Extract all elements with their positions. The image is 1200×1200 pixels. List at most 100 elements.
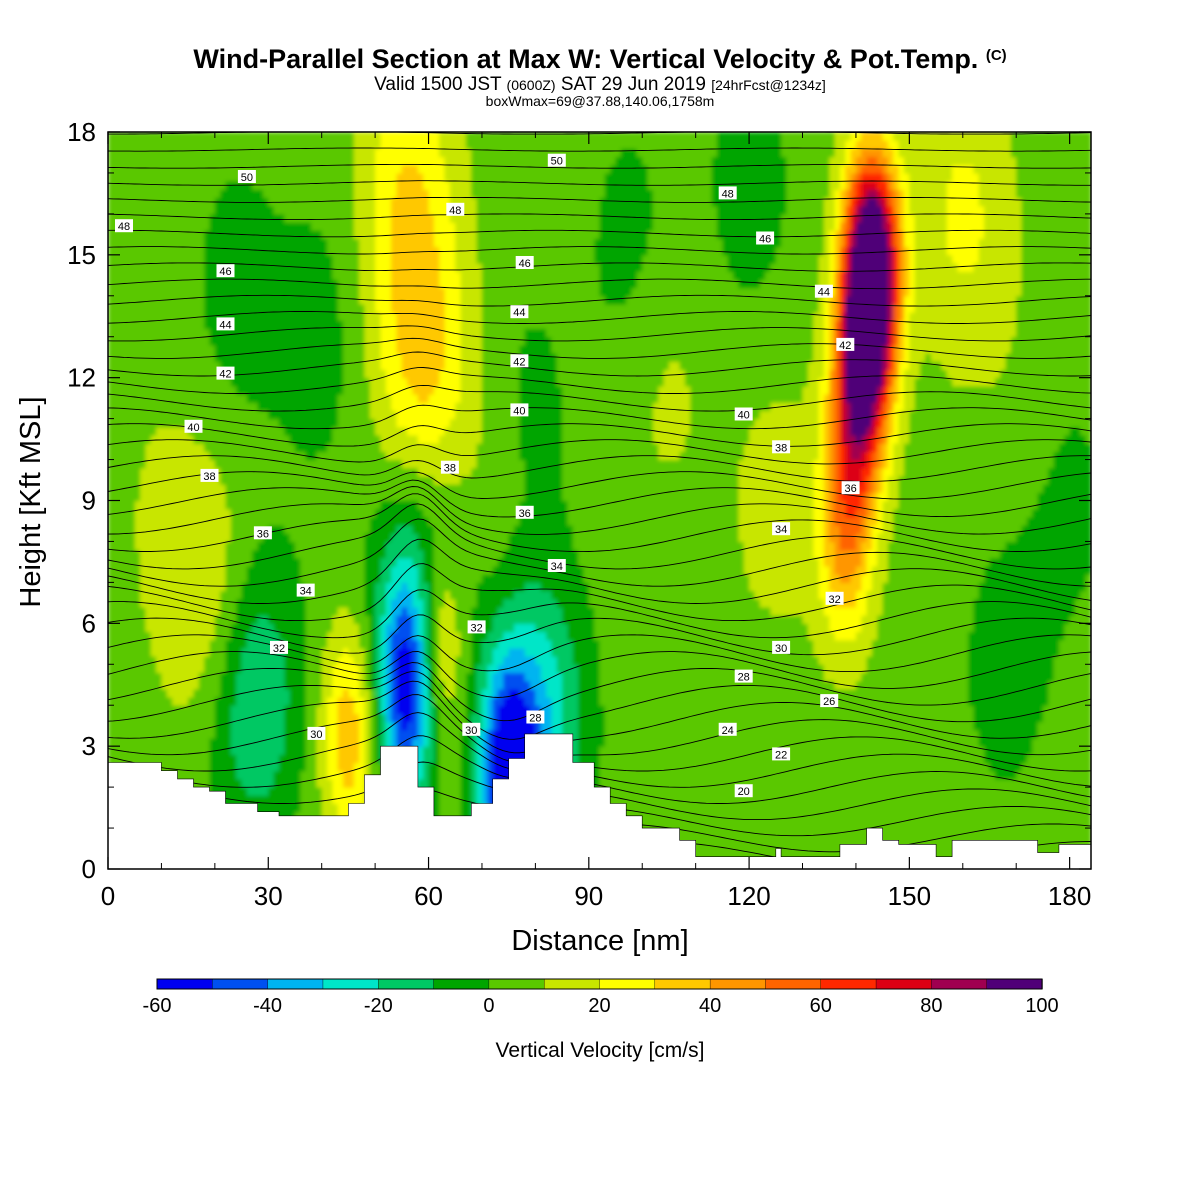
velocity-cell: [268, 672, 275, 682]
velocity-cell: [273, 574, 280, 583]
velocity-cell: [236, 566, 243, 575]
velocity-cell: [343, 459, 350, 469]
velocity-cell: [262, 582, 269, 592]
velocity-cell: [177, 287, 184, 297]
velocity-cell: [209, 320, 216, 330]
velocity-cell: [348, 467, 355, 477]
velocity-cell: [380, 320, 387, 330]
velocity-cell: [177, 762, 184, 772]
velocity-cell: [353, 508, 360, 518]
velocity-cell: [198, 615, 205, 624]
velocity-cell: [311, 410, 317, 420]
velocity-cell: [113, 361, 120, 371]
velocity-cell: [246, 623, 253, 633]
velocity-cell: [391, 713, 398, 723]
velocity-cell: [262, 549, 269, 559]
velocity-cell: [311, 467, 317, 477]
velocity-cell: [113, 238, 120, 248]
velocity-cell: [252, 606, 259, 616]
velocity-cell: [246, 295, 253, 305]
velocity-cell: [209, 410, 216, 420]
velocity-cell: [273, 385, 280, 395]
velocity-cell: [172, 230, 179, 240]
velocity-cell: [172, 312, 179, 321]
velocity-cell: [300, 549, 307, 559]
velocity-cell: [140, 484, 146, 493]
velocity-cell: [182, 664, 189, 674]
velocity-cell: [145, 156, 152, 166]
velocity-cell: [278, 778, 285, 788]
velocity-cell: [364, 418, 371, 428]
velocity-cell: [241, 344, 248, 354]
velocity-cell: [359, 705, 366, 715]
velocity-cell: [161, 549, 168, 559]
velocity-cell: [369, 615, 376, 624]
velocity-cell: [118, 172, 125, 182]
velocity-cell: [241, 140, 248, 149]
velocity-cell: [391, 615, 398, 624]
velocity-cell: [124, 156, 130, 166]
velocity-cell: [278, 697, 285, 706]
velocity-cell: [396, 557, 403, 567]
velocity-cell: [321, 189, 328, 199]
velocity-cell: [230, 459, 237, 469]
velocity-cell: [182, 197, 189, 207]
velocity-cell: [284, 672, 291, 682]
velocity-cell: [204, 533, 211, 543]
velocity-cell: [198, 189, 205, 199]
velocity-cell: [348, 500, 355, 510]
velocity-cell: [193, 164, 200, 174]
velocity-cell: [150, 541, 157, 551]
velocity-cell: [252, 377, 259, 387]
velocity-cell: [300, 541, 307, 551]
velocity-cell: [311, 361, 317, 371]
velocity-cell: [204, 246, 211, 256]
velocity-cell: [220, 639, 227, 649]
velocity-cell: [353, 549, 360, 559]
velocity-cell: [246, 566, 253, 575]
velocity-cell: [145, 385, 152, 395]
velocity-cell: [385, 189, 392, 199]
velocity-cell: [230, 377, 237, 387]
velocity-cell: [204, 697, 211, 706]
velocity-cell: [284, 557, 291, 567]
velocity-cell: [193, 582, 200, 592]
velocity-cell: [129, 263, 136, 272]
velocity-cell: [225, 557, 232, 567]
velocity-cell: [236, 541, 243, 551]
velocity-cell: [327, 557, 333, 567]
velocity-cell: [348, 271, 355, 280]
velocity-cell: [311, 623, 317, 633]
velocity-cell: [182, 525, 189, 534]
velocity-cell: [300, 492, 307, 502]
velocity-cell: [177, 525, 184, 534]
velocity-cell: [311, 770, 317, 780]
velocity-cell: [134, 164, 141, 174]
velocity-cell: [118, 606, 125, 616]
velocity-cell: [230, 353, 237, 362]
velocity-cell: [172, 254, 179, 264]
velocity-cell: [140, 271, 146, 280]
velocity-cell: [396, 615, 403, 624]
velocity-cell: [327, 303, 333, 313]
velocity-cell: [343, 623, 350, 633]
velocity-cell: [246, 189, 253, 199]
velocity-cell: [311, 426, 317, 436]
velocity-cell: [214, 508, 221, 518]
velocity-cell: [321, 705, 328, 715]
velocity-cell: [145, 377, 152, 387]
velocity-cell: [359, 418, 366, 428]
velocity-cell: [145, 500, 152, 510]
velocity-cell: [289, 385, 296, 395]
velocity-cell: [396, 729, 403, 739]
velocity-cell: [262, 205, 269, 215]
velocity-cell: [214, 729, 221, 739]
velocity-cell: [321, 795, 328, 805]
velocity-cell: [316, 582, 323, 592]
velocity-cell: [230, 566, 237, 575]
velocity-cell: [193, 615, 200, 624]
velocity-cell: [113, 295, 120, 305]
velocity-cell: [257, 688, 264, 698]
velocity-cell: [268, 344, 275, 354]
velocity-cell: [284, 246, 291, 256]
